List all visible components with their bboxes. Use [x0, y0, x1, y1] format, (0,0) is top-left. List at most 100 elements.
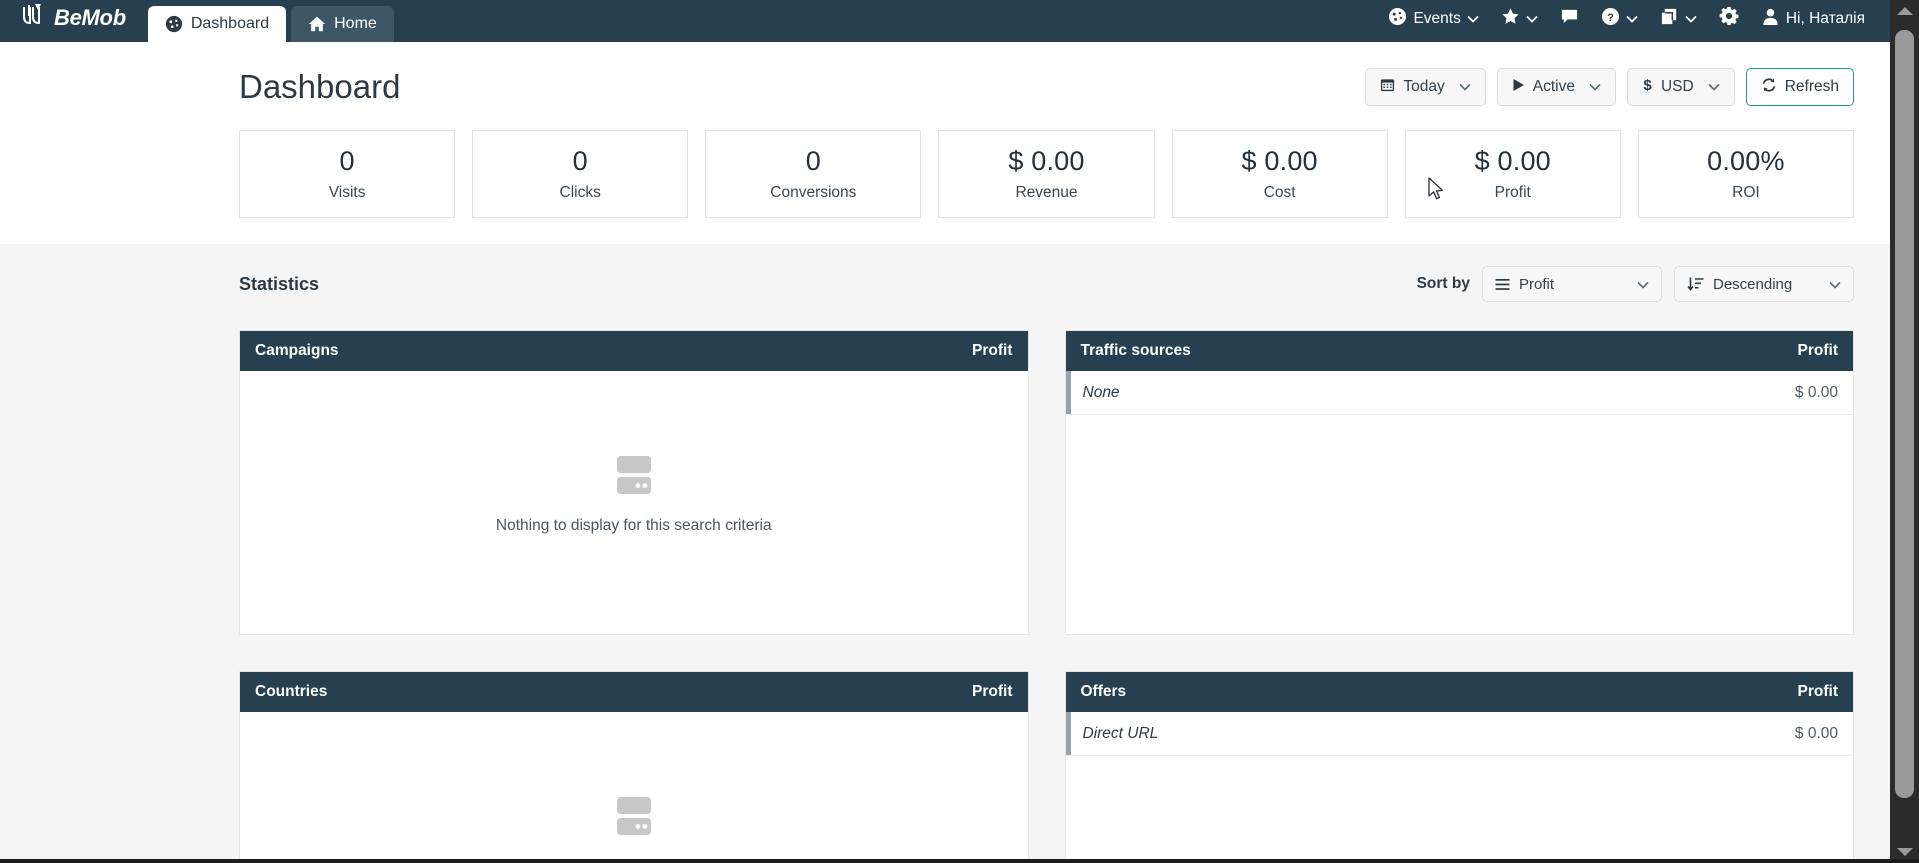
- statistics-title: Statistics: [239, 273, 320, 294]
- panel-countries: Countries Profit: [239, 671, 1029, 863]
- play-triangle-icon: [1512, 78, 1525, 97]
- metric-label: Conversions: [770, 184, 857, 201]
- section-divider: [0, 218, 1890, 244]
- currency-label: USD: [1660, 78, 1694, 95]
- metric-label: Cost: [1263, 184, 1296, 201]
- panel-metric-column: Profit: [1797, 683, 1838, 700]
- panel-body: None $ 0.00: [1065, 371, 1853, 634]
- panel-title: Offers: [1080, 683, 1127, 700]
- nav-events[interactable]: Events: [1377, 7, 1489, 31]
- panel-offers: Offers Profit Direct URL $ 0.00: [1064, 671, 1854, 863]
- scrollbar-down-arrow[interactable]: [1890, 841, 1919, 863]
- nav-favorites[interactable]: [1490, 7, 1549, 31]
- metric-card-cost: $ 0.00 Cost: [1171, 130, 1388, 218]
- sort-field-select[interactable]: Profit: [1482, 266, 1662, 302]
- chevron-down-icon: [1459, 78, 1471, 96]
- tab-dashboard[interactable]: Dashboard: [147, 6, 287, 42]
- list-item[interactable]: Direct URL $ 0.00: [1065, 712, 1853, 756]
- header-controls: Today Active: [1365, 68, 1854, 106]
- metric-value: 0: [572, 146, 588, 176]
- date-range-button[interactable]: Today: [1365, 68, 1486, 106]
- metric-value: 0: [805, 146, 821, 176]
- panel-title: Traffic sources: [1080, 342, 1191, 359]
- top-navbar: BeMob Dashboard: [0, 0, 1890, 42]
- empty-state: Nothing to display for this search crite…: [240, 371, 1028, 626]
- nav-user-account[interactable]: Ні, Наталія: [1750, 7, 1876, 31]
- statistics-header: Statistics Sort by Profit: [239, 244, 1854, 302]
- panel-metric-column: Profit: [972, 342, 1013, 359]
- tab-dashboard-label: Dashboard: [190, 15, 270, 32]
- scrollbar-thumb[interactable]: [1895, 30, 1914, 798]
- panel-header: Offers Profit: [1065, 672, 1853, 712]
- chevron-down-icon: [1526, 10, 1538, 28]
- copy-pages-icon: [1660, 7, 1679, 31]
- panel-body: Nothing to display for this search crite…: [240, 712, 1028, 863]
- help-circle-icon: ?: [1601, 7, 1620, 31]
- metric-card-roi: 0.00% ROI: [1637, 130, 1854, 218]
- nav-events-label: Events: [1413, 9, 1461, 27]
- nav-messages[interactable]: [1549, 7, 1590, 31]
- empty-state: Nothing to display for this search crite…: [240, 712, 1028, 863]
- calendar-icon: [1380, 77, 1395, 97]
- dollar-icon: $: [1642, 77, 1653, 98]
- empty-state-text: Nothing to display for this search crite…: [495, 517, 772, 534]
- chevron-down-icon: [1637, 276, 1649, 293]
- metric-card-visits: 0 Visits: [239, 130, 456, 218]
- refresh-button[interactable]: Refresh: [1745, 68, 1854, 106]
- sort-field-value: Profit: [1519, 275, 1555, 293]
- no-data-server-icon: [614, 795, 654, 842]
- row-accent-bar: [1065, 712, 1071, 755]
- nav-settings[interactable]: [1708, 6, 1750, 31]
- list-item[interactable]: None $ 0.00: [1065, 371, 1853, 415]
- dashboard-gauge-icon: [165, 15, 183, 33]
- sort-direction-value: Descending: [1713, 275, 1793, 293]
- gear-icon: [1719, 6, 1739, 31]
- metric-card-revenue: $ 0.00 Revenue: [938, 130, 1155, 218]
- status-filter-button[interactable]: Active: [1496, 68, 1616, 106]
- row-value: $ 0.00: [1794, 383, 1838, 401]
- brand-name: BeMob: [54, 5, 126, 30]
- panel-header: Traffic sources Profit: [1065, 331, 1853, 371]
- row-accent-bar: [1065, 371, 1071, 414]
- row-name: Direct URL: [1082, 724, 1159, 742]
- user-avatar-icon: [1761, 7, 1780, 31]
- metric-value: 0: [339, 146, 355, 176]
- sort-desc-icon: [1687, 277, 1704, 291]
- page-scrollbar[interactable]: [1890, 0, 1919, 863]
- panel-body: Direct URL $ 0.00: [1065, 712, 1853, 863]
- chat-bubble-icon: [1560, 7, 1579, 31]
- statistics-panels-grid: Campaigns Profit: [239, 302, 1854, 863]
- nav-help[interactable]: ?: [1590, 7, 1649, 31]
- refresh-label: Refresh: [1784, 78, 1839, 95]
- tab-home[interactable]: Home: [291, 6, 394, 42]
- window-bottom-edge: [0, 859, 1919, 863]
- sort-direction-select[interactable]: Descending: [1674, 266, 1854, 302]
- sort-controls: Sort by Profit: [1417, 266, 1854, 302]
- metrics-row: 0 Visits 0 Clicks 0 Conversions $ 0.00 R…: [0, 106, 1890, 218]
- panel-metric-column: Profit: [972, 683, 1013, 700]
- nav-workspaces[interactable]: [1649, 7, 1708, 31]
- currency-button[interactable]: $ USD: [1626, 68, 1735, 106]
- page-header: Dashboard: [0, 42, 1890, 106]
- metric-label: ROI: [1732, 184, 1760, 201]
- metric-label: Profit: [1494, 184, 1531, 201]
- status-filter-label: Active: [1532, 78, 1575, 95]
- chevron-down-icon: [1467, 10, 1479, 28]
- panel-campaigns: Campaigns Profit: [239, 330, 1029, 635]
- row-value: $ 0.00: [1794, 724, 1838, 742]
- summary-section: Dashboard: [0, 42, 1890, 244]
- sort-lines-icon: [1495, 278, 1510, 291]
- page-title: Dashboard: [239, 68, 401, 106]
- chevron-down-icon: [1626, 10, 1638, 28]
- metric-value: $ 0.00: [1008, 146, 1085, 176]
- svg-text:$: $: [1643, 77, 1652, 93]
- tab-home-label: Home: [334, 15, 377, 32]
- metric-card-profit: $ 0.00 Profit: [1404, 130, 1621, 218]
- brand-logo[interactable]: BeMob: [0, 4, 148, 42]
- panel-title: Countries: [255, 683, 328, 700]
- scrollbar-up-arrow[interactable]: [1890, 0, 1919, 22]
- date-range-label: Today: [1403, 78, 1445, 95]
- row-name: None: [1082, 383, 1120, 401]
- metric-label: Clicks: [559, 184, 601, 201]
